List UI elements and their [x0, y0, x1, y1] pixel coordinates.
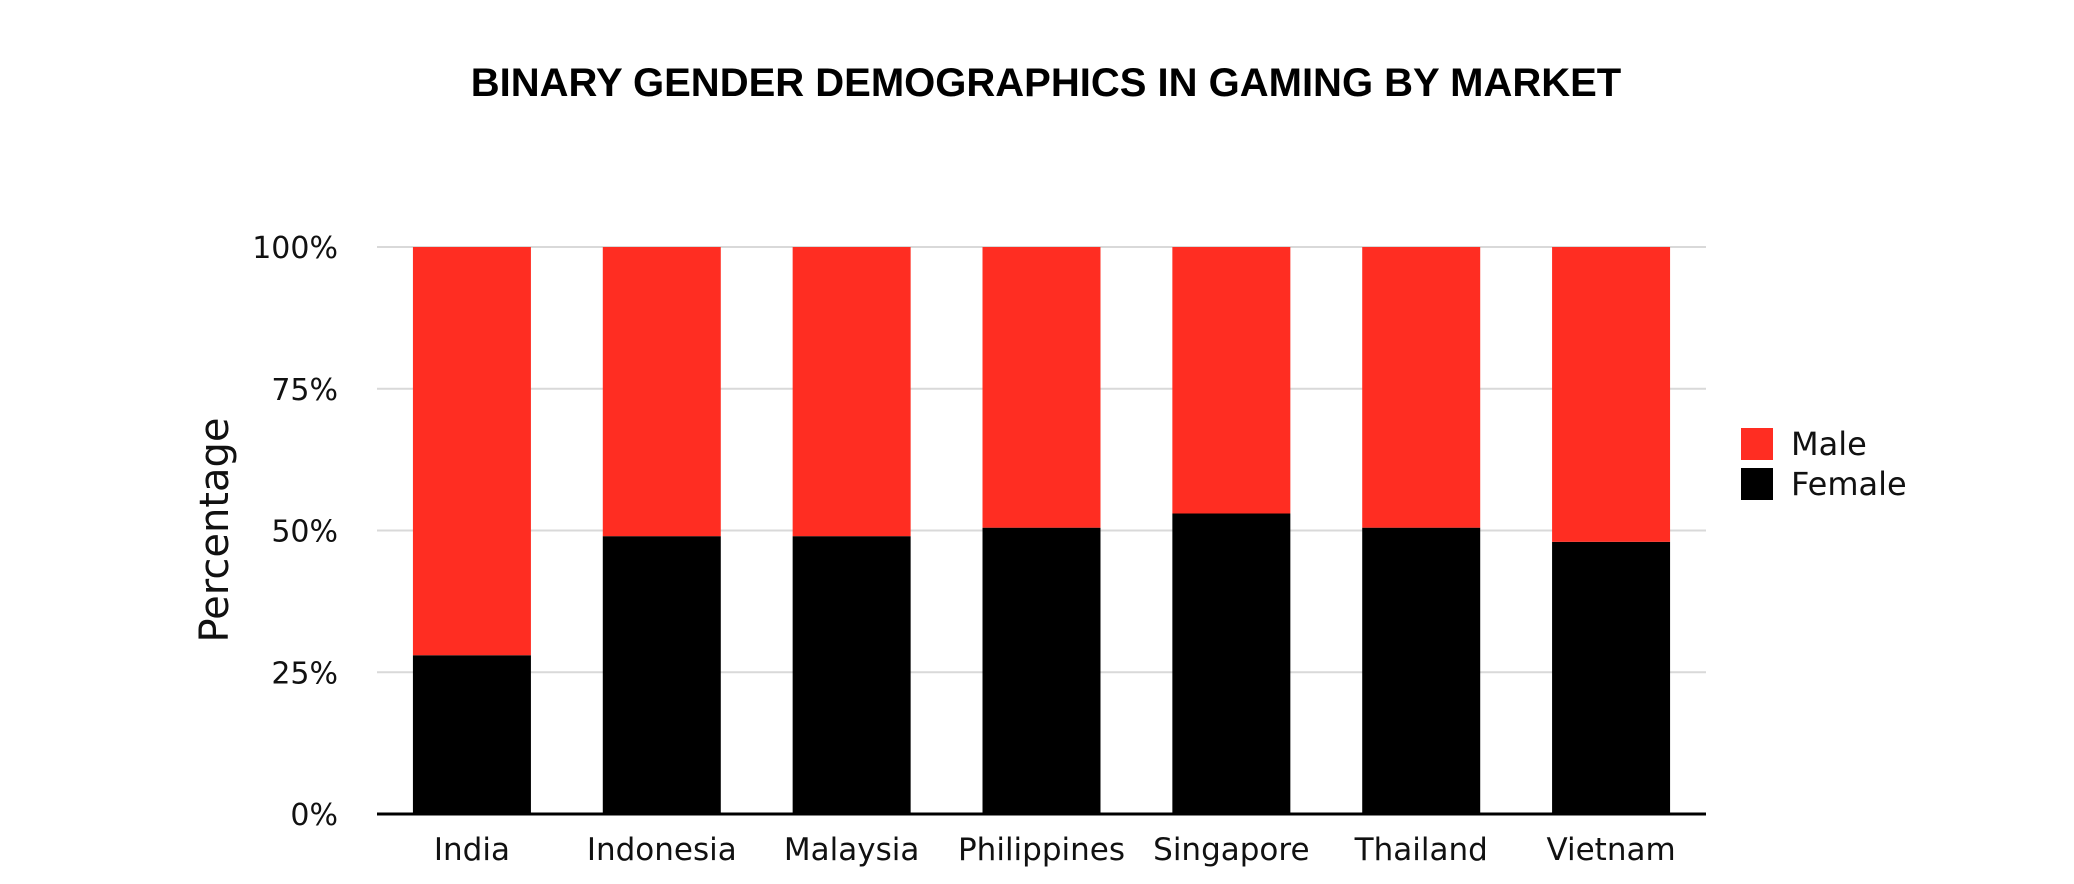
y-tick-label: 100%: [252, 231, 338, 266]
x-tick-label: Vietnam: [1546, 832, 1675, 868]
y-axis-title: Percentage: [192, 417, 238, 642]
bar-female-thailand: [1362, 527, 1481, 814]
bar-male-indonesia: [602, 247, 721, 537]
bar-male-vietnam: [1552, 247, 1671, 542]
y-tick-label: 50%: [271, 515, 338, 550]
axes: 0% 25% 50% 75% 100% India Indonesia Malaysia Phi…: [252, 231, 1706, 868]
y-tick-label: 25%: [271, 656, 338, 691]
bar-female-malaysia: [792, 536, 911, 814]
legend-swatch-female: [1741, 468, 1773, 500]
x-tick-label: Philippines: [958, 832, 1125, 868]
legend-swatch-male: [1741, 428, 1773, 460]
y-tick-label: 0%: [290, 798, 338, 833]
x-tick-label: Malaysia: [784, 832, 919, 868]
bar-female-vietnam: [1552, 541, 1671, 814]
bar-female-indonesia: [602, 536, 721, 814]
bar-female-singapore: [1172, 513, 1291, 814]
bar-female-india: [412, 655, 531, 814]
bar-male-india: [412, 247, 531, 656]
legend-label-male: Male: [1791, 425, 1867, 463]
bars: [412, 247, 1671, 814]
bar-male-philippines: [982, 247, 1101, 528]
y-tick-label: 75%: [271, 373, 338, 408]
bar-male-thailand: [1362, 247, 1481, 528]
chart-title: BINARY GENDER DEMOGRAPHICS IN GAMING BY …: [471, 61, 1621, 105]
legend-label-female: Female: [1791, 465, 1907, 503]
bar-male-malaysia: [792, 247, 911, 537]
x-tick-label: Indonesia: [587, 832, 737, 868]
x-tick-label: Singapore: [1153, 832, 1309, 868]
x-tick-label: India: [434, 832, 510, 868]
bar-male-singapore: [1172, 247, 1291, 514]
bar-female-philippines: [982, 527, 1101, 814]
x-tick-label: Thailand: [1354, 832, 1488, 868]
